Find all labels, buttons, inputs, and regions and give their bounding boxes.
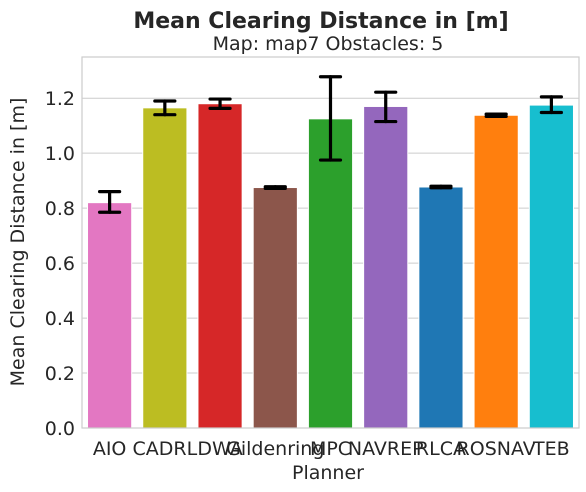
error-bar-navrep [374, 90, 398, 124]
error-bar-rosnav [484, 112, 508, 118]
error-bars [98, 75, 563, 214]
bar-navrep [363, 105, 409, 429]
y-tick-label: 0.2 [45, 363, 75, 385]
x-tick-label: AIO [93, 438, 127, 460]
x-tick-label: Gildenring [226, 438, 324, 460]
chart-title: Mean Clearing Distance in [m] [133, 9, 508, 34]
x-tick-label: MPC [310, 438, 351, 460]
x-tick-labels: AIO CADRL DWAGildenringMPCNAVREPRLCAROSNAV… [93, 438, 570, 460]
y-tick-label: 0.0 [45, 418, 75, 440]
bar-cadrl [142, 107, 188, 429]
error-bar-rlca [429, 184, 453, 190]
y-tick-label: 0.6 [45, 253, 75, 275]
bar-rosnav [473, 114, 519, 429]
error-bar-teb [539, 95, 563, 115]
error-bar-cadrl [153, 99, 177, 117]
bars [87, 103, 574, 429]
x-tick-label: DWA [197, 438, 242, 460]
bar-dwa [197, 103, 243, 429]
y-tick-label: 0.4 [45, 308, 75, 330]
error-bar-dwa [208, 97, 232, 110]
bar-gildenring [252, 187, 298, 429]
error-bar-mpc [318, 75, 343, 162]
y-tick-label: 1.0 [45, 143, 75, 165]
chart-subtitle: Map: map7 Obstacles: 5 [213, 33, 444, 55]
x-axis-label: Planner [292, 462, 364, 484]
y-axis-label: Mean Clearing Distance in [m] [7, 98, 29, 387]
bar-teb [528, 104, 574, 429]
plot-frame [81, 56, 580, 429]
error-bar-aio [98, 190, 122, 214]
x-tick-label: CADRL [132, 438, 197, 460]
x-tick-label: ROSNAV [457, 438, 536, 460]
error-bar-gildenring [263, 185, 287, 190]
bar-rlca [418, 186, 464, 429]
bar-aio [87, 202, 133, 429]
y-tick-labels: 0.0 0.2 0.4 0.6 0.8 1.0 1.2 [45, 88, 75, 440]
x-tick-label: NAVREP [348, 438, 424, 460]
x-tick-label: RLCA [416, 438, 466, 460]
y-tick-label: 1.2 [45, 88, 75, 110]
x-tick-label: TEB [532, 438, 570, 460]
y-tick-label: 0.8 [45, 198, 75, 220]
bar-mpc [307, 118, 354, 429]
